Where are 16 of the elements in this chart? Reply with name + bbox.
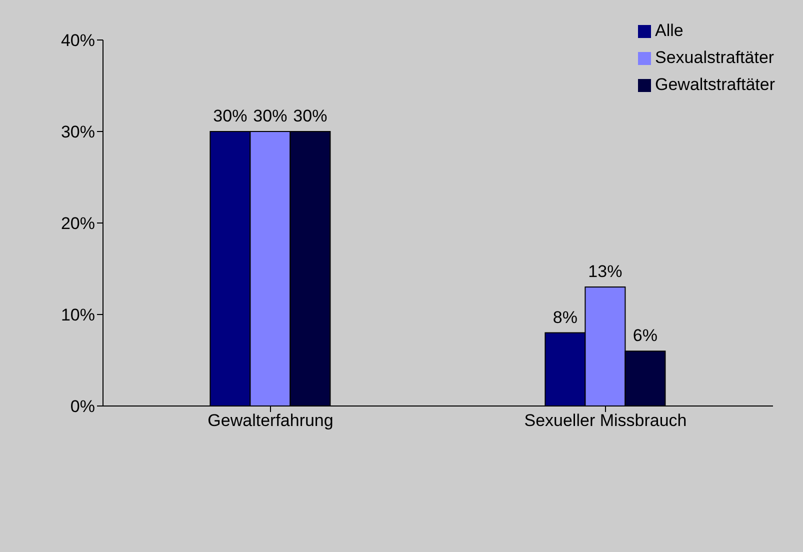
legend-label: Gewaltstraftäter <box>655 75 775 94</box>
legend-label: Sexualstraftäter <box>655 48 774 67</box>
y-tick-label: 40% <box>60 31 95 50</box>
y-tick-label: 30% <box>60 122 95 142</box>
data-label: 8% <box>552 308 578 327</box>
legend-label: Alle <box>655 21 684 40</box>
data-label: 13% <box>588 262 622 282</box>
data-label: 6% <box>632 326 658 346</box>
data-label: 30% <box>293 106 328 126</box>
data-label: 30% <box>253 106 288 126</box>
y-tick-label: 10% <box>60 306 95 325</box>
y-tick-label: 20% <box>60 214 95 234</box>
data-label: 30% <box>213 106 248 126</box>
x-tick-label: Sexueller Missbrauch <box>524 411 687 430</box>
x-tick-label: Gewalterfahrung <box>208 411 334 430</box>
y-tick-label: 0% <box>70 397 95 416</box>
